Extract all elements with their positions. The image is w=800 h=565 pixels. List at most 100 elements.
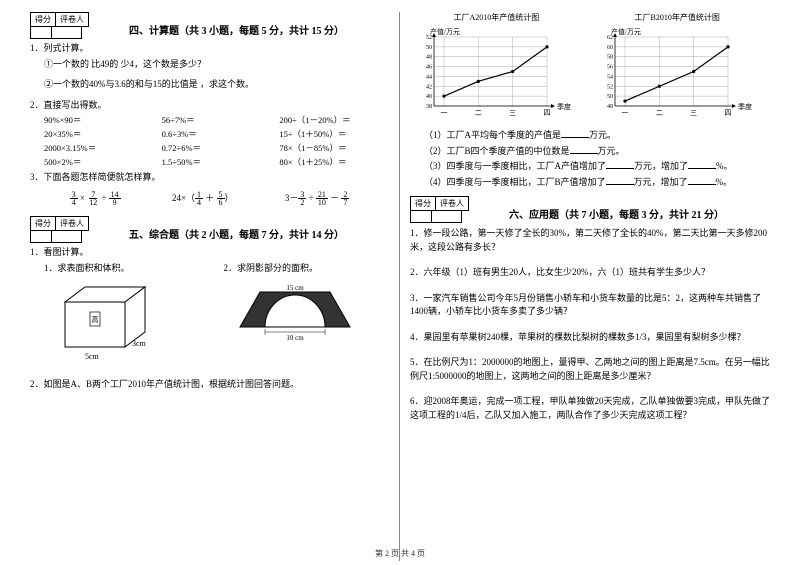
calc-cell: 0.6÷3%＝ xyxy=(162,128,272,140)
charts-container: 工厂A2010年产值统计图 产值/万元3840424446485052一二三四季… xyxy=(410,12,770,122)
svg-text:50: 50 xyxy=(607,94,613,100)
marker-label: 评卷人 xyxy=(56,12,89,27)
svg-text:三: 三 xyxy=(509,109,516,117)
score-blank xyxy=(30,231,52,243)
calc-cell: 1.5÷50%＝ xyxy=(162,156,272,168)
arch-figure: 15 cm 10 cm xyxy=(230,282,390,344)
svg-text:二: 二 xyxy=(475,109,482,117)
frac-expr-2: 24×（14 ＋ 56） xyxy=(172,191,234,207)
blank xyxy=(606,175,634,185)
blank xyxy=(606,159,634,169)
stat-q1-unit: 万元。 xyxy=(589,130,616,140)
score-table: 得分 评卷人 xyxy=(30,12,89,39)
calc-grid: 90%×90＝ 56÷7%＝ 200÷（1－20%）＝ 20×35%＝ 0.6÷… xyxy=(44,114,389,168)
stat-q4-text: （4）四季度与一季度相比，工厂B产值增加了 xyxy=(424,177,606,187)
frac-expr-1: 34 × 712 ÷ 149 xyxy=(70,191,121,207)
app-q5: 5．在比例尺为1：2000000的地图上，量得甲、乙两地之间的图上距离是7.5c… xyxy=(410,356,770,383)
stat-q3-end: %。 xyxy=(716,161,733,171)
marker-blank xyxy=(52,27,82,39)
svg-text:二: 二 xyxy=(656,109,663,117)
stat-q2-text: （2）工厂B四个季度产值的中位数是 xyxy=(424,146,570,156)
blank xyxy=(561,128,589,138)
score-label: 得分 xyxy=(30,216,56,231)
svg-text:48: 48 xyxy=(426,55,432,61)
svg-text:一: 一 xyxy=(621,109,628,117)
calc-cell: 56÷7%＝ xyxy=(162,114,272,126)
q5-2: 2．如图是A、B两个工厂2010年产值统计图，根据统计图回答问题。 xyxy=(30,378,389,392)
q5-1: 1．看图计算。 xyxy=(30,246,389,260)
svg-text:52: 52 xyxy=(607,84,613,90)
stat-q2: （2）工厂B四个季度产值的中位数是 万元。 xyxy=(424,144,770,158)
calc-cell: 500×2%＝ xyxy=(44,156,154,168)
score-label: 得分 xyxy=(410,196,436,211)
stat-q4-mid: 万元，增加了 xyxy=(634,177,688,187)
marker-blank xyxy=(432,211,462,223)
arch-bottom: 10 cm xyxy=(286,334,304,342)
svg-text:44: 44 xyxy=(426,74,432,80)
score-label: 得分 xyxy=(30,12,56,27)
svg-text:一: 一 xyxy=(441,109,448,117)
app-q2: 2．六年级（1）班有男生20人，比女生少20%，六（1）班共有学生多少人？ xyxy=(410,266,770,280)
section-4-header: 得分 评卷人 四、计算题（共 3 小题，每题 5 分，共计 15 分） xyxy=(30,12,389,39)
app-q3: 3．一家汽车销售公司今年5月份销售小轿车和小货车数量的比是5：2，这两种车共销售… xyxy=(410,292,770,319)
stat-q3-mid: 万元，增加了 xyxy=(634,161,688,171)
svg-text:60: 60 xyxy=(607,45,613,51)
page-footer: 第 2 页 共 4 页 xyxy=(0,548,800,559)
calc-cell: 80×（1＋25%）＝ xyxy=(279,156,389,168)
q1-1: ①一个数的 比49的 少4，这个数是多少？ xyxy=(44,58,389,71)
cuboid-figure: 高 3cm 5cm xyxy=(50,282,210,364)
svg-text:58: 58 xyxy=(607,55,613,61)
section-4-title: 四、计算题（共 3 小题，每题 5 分，共计 15 分） xyxy=(129,22,344,37)
right-column: 工厂A2010年产值统计图 产值/万元3840424446485052一二三四季… xyxy=(400,12,780,561)
chart-a: 工厂A2010年产值统计图 产值/万元3840424446485052一二三四季… xyxy=(410,12,583,122)
frac-row: 34 × 712 ÷ 149 24×（14 ＋ 56） 3－32 ÷ 2110 … xyxy=(44,191,375,207)
frac-expr-3: 3－32 ÷ 2110 － 27 xyxy=(285,191,349,207)
svg-text:50: 50 xyxy=(426,45,432,51)
calc-cell: 78×（1－85%）＝ xyxy=(279,142,389,154)
q2: 2．直接写出得数。 xyxy=(30,99,389,113)
left-column: 得分 评卷人 四、计算题（共 3 小题，每题 5 分，共计 15 分） 1．列式… xyxy=(20,12,400,561)
svg-text:季度: 季度 xyxy=(738,102,752,111)
calc-cell: 20×35%＝ xyxy=(44,128,154,140)
section-5-header: 得分 评卷人 五、综合题（共 2 小题，每题 7 分，共计 14 分） xyxy=(30,216,389,243)
svg-text:40: 40 xyxy=(426,94,432,100)
blank xyxy=(688,175,716,185)
svg-text:48: 48 xyxy=(607,104,613,110)
calc-cell: 15÷（1＋50%）＝ xyxy=(279,128,389,140)
stat-q2-unit: 万元。 xyxy=(598,146,625,156)
svg-text:三: 三 xyxy=(690,109,697,117)
q5-1b: 2．求阴影部分的面积。 xyxy=(224,262,390,275)
q5-1a: 1．求表面积和体积。 xyxy=(44,262,210,275)
score-blank xyxy=(410,211,432,223)
cuboid-w: 5cm xyxy=(85,352,100,361)
svg-text:56: 56 xyxy=(607,65,613,71)
calc-cell: 2000×3.15%＝ xyxy=(44,142,154,154)
calc-cell: 90%×90＝ xyxy=(44,114,154,126)
chart-b-title: 工厂B2010年产值统计图 xyxy=(591,12,764,23)
blank xyxy=(570,144,598,154)
marker-label: 评卷人 xyxy=(436,196,469,211)
stat-q3-text: （3）四季度与一季度相比，工厂A产值增加了 xyxy=(424,161,606,171)
svg-text:42: 42 xyxy=(426,84,432,90)
calc-cell: 0.72÷6%＝ xyxy=(162,142,272,154)
stat-q4-end: %。 xyxy=(716,177,733,187)
svg-text:季度: 季度 xyxy=(557,102,571,111)
calc-cell: 200÷（1－20%）＝ xyxy=(279,114,389,126)
marker-label: 评卷人 xyxy=(56,216,89,231)
app-q4: 4．果园里有苹果树240棵，苹果树的棵数比梨树的棵数多1/3，果园里有梨树多少棵… xyxy=(410,331,770,345)
svg-text:52: 52 xyxy=(426,35,432,41)
q1: 1．列式计算。 xyxy=(30,42,389,56)
q1-2: ②一个数的40%与3.6的和与15的比值是 ，求这个数。 xyxy=(44,78,389,91)
score-table: 得分 评卷人 xyxy=(410,196,469,223)
cuboid-label: 高 xyxy=(92,315,99,324)
svg-text:46: 46 xyxy=(426,65,432,71)
arch-top: 15 cm xyxy=(286,284,304,292)
section-6-header: 得分 评卷人 六、应用题（共 7 小题，每题 3 分，共计 21 分） xyxy=(410,196,770,223)
app-q1: 1．修一段公路，第一天修了全长的30%，第二天修了全长的40%，第二天比第一天多… xyxy=(410,227,770,254)
section-6-title: 六、应用题（共 7 小题，每题 3 分，共计 21 分） xyxy=(509,206,724,221)
blank xyxy=(688,159,716,169)
stat-q1: （1）工厂A平均每个季度的产值是万元。 xyxy=(424,128,770,142)
chart-b: 工厂B2010年产值统计图 产值/万元4850525456586062一二三四季… xyxy=(591,12,764,122)
stat-q4: （4）四季度与一季度相比，工厂B产值增加了 万元，增加了 %。 xyxy=(424,175,770,189)
q3: 3．下面各题怎样简便就怎样算。 xyxy=(30,171,389,185)
